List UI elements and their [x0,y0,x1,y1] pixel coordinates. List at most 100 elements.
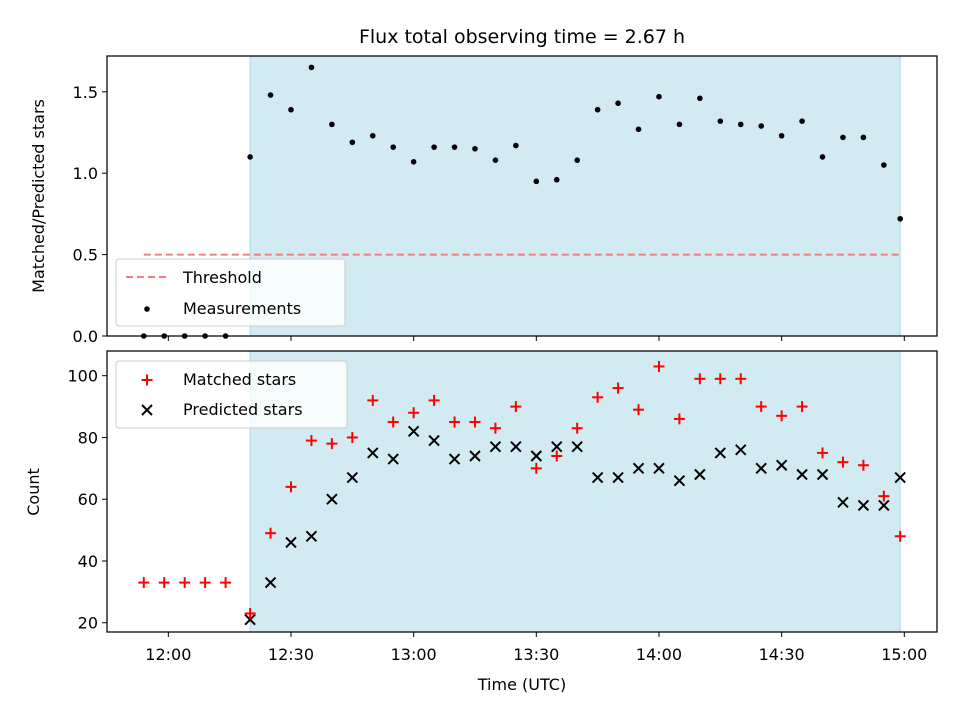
measurement-point [267,92,274,98]
measurement-point [308,64,315,71]
measurement-point [615,100,621,107]
ratio-panel-yticks: 0.0 0.5 1.0 1.5 [73,83,107,346]
measurement-point [897,215,904,222]
predicted-star-point [775,459,788,471]
x-tick-label: 14:00 [636,645,682,664]
x-tick-label: 13:00 [391,645,437,664]
predicted-star-point [735,444,747,456]
count-panel-legend: Matched stars Predicted stars [115,360,348,429]
ratio-panel-ylabel: Matched/Predicted stars [29,99,48,293]
matched-star-point [305,435,317,447]
matched-star-point [244,607,256,619]
matched-star-point [179,577,191,589]
measurement-point [390,144,397,150]
measurement-point [594,106,601,113]
measurement-point [349,139,356,146]
figure-title: Flux total observing time = 2.67 h [359,26,685,48]
matched-star-point [694,373,706,385]
count-panel-predicted-points [244,425,906,626]
measurement-point [513,142,519,149]
measurement-point [431,144,437,150]
measurement-point [799,118,805,124]
matched-star-point [837,456,849,468]
matched-star-point [158,577,170,589]
predicted-star-point [714,447,727,459]
predicted-star-point [571,441,583,453]
measurement-point [553,176,560,183]
measurement-point [697,95,703,102]
matched-star-point [551,450,563,462]
matched-star-point [817,447,829,459]
matched-star-point [265,527,277,539]
legend-measurement-swatch [144,306,150,312]
ratio-panel-frame [106,55,938,337]
measurement-point [635,126,642,133]
matched-star-point [428,394,440,406]
matched-star-point [776,410,788,422]
count-panel-matched-points [138,360,906,619]
legend-predicted-swatch [141,404,153,416]
measurement-point [329,121,335,128]
predicted-star-point [305,530,318,542]
predicted-star-point [264,576,277,589]
matched-star-point [199,577,211,589]
measurement-point [717,118,724,124]
predicted-star-point [387,453,399,465]
count-panel-ylabel: Count [24,468,43,516]
measurement-point [492,157,499,163]
count-panel-shade [249,350,901,633]
matched-star-point [387,416,399,428]
matched-star-point [285,481,297,493]
measurement-point [819,154,826,160]
measurement-point [778,132,785,139]
measurement-point [737,121,744,128]
x-tick-label: 12:00 [145,645,191,664]
predicted-star-point [285,536,297,549]
measurement-point [410,159,417,165]
predicted-star-point [530,450,543,462]
predicted-star-point [796,468,808,481]
observing-window-shade [249,350,901,633]
measurement-point [758,123,764,129]
legend-threshold-label: Threshold [182,268,262,287]
matched-star-point [735,373,747,385]
matched-star-point [612,382,624,394]
predicted-star-point [591,471,604,484]
matched-star-point [673,413,685,425]
predicted-star-point [551,441,563,453]
matched-star-point [489,422,501,434]
predicted-star-point [367,447,379,459]
measurement-point [840,134,846,141]
matched-star-point [326,438,338,450]
matched-star-point [755,401,767,413]
predicted-star-point [612,471,624,484]
measurement-point [881,162,887,168]
predicted-star-point [244,613,256,626]
count-panel-yticks: 20 40 60 80 100 [67,367,107,633]
predicted-star-point [346,471,359,484]
legend-matched-swatch [141,374,153,386]
ratio-panel-shade [249,55,901,337]
legend-matched-label: Matched stars [183,370,296,389]
predicted-star-point [510,441,522,453]
observing-window-shade [249,55,901,337]
matched-star-point [857,459,869,471]
legend-box [115,360,348,429]
matched-star-point [633,404,645,416]
matched-star-point [449,416,461,428]
matched-star-point [469,416,481,428]
y-tick-label: 1.5 [73,83,98,102]
count-panel-xticks: 12:00 12:30 13:00 13:30 14:00 14:30 15:00 [145,632,927,664]
measurement-point [533,178,540,185]
measurement-point [451,144,458,150]
predicted-star-point [816,468,829,481]
measurement-point [676,121,683,128]
legend-box [115,258,346,327]
measurement-point [656,93,662,100]
matched-star-point [138,577,150,589]
matched-star-point [510,401,522,413]
x-tick-label: 12:30 [268,645,314,664]
y-tick-label: 100 [67,367,98,386]
measurement-point [472,145,478,152]
